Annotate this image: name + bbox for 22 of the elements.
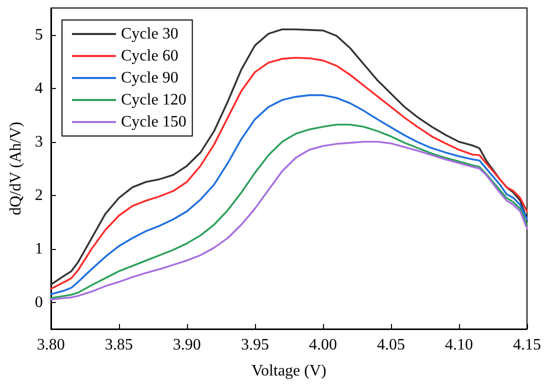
y-tick-label: 2 — [34, 186, 43, 204]
legend-label: Cycle 30 — [121, 26, 178, 42]
legend-label: Cycle 60 — [121, 48, 178, 64]
y-tick-label: 1 — [34, 240, 43, 258]
x-axis-title: Voltage (V) — [252, 362, 326, 380]
line-series — [50, 94, 528, 296]
x-tick-label: 3.80 — [36, 336, 65, 354]
y-tick-label: 0 — [34, 294, 43, 311]
y-tick-label: 3 — [34, 133, 43, 150]
legend-label: Cycle 120 — [121, 92, 186, 108]
y-tick-label: 5 — [34, 26, 43, 44]
y-axis-title: dQ/dV (Ah/V) — [8, 122, 24, 216]
x-tick-label: 3.90 — [172, 336, 201, 354]
x-tick-label: 4.15 — [513, 336, 541, 354]
y-tick-label: 4 — [34, 80, 43, 97]
x-tick-label: 4.05 — [376, 336, 405, 354]
legend-label: Cycle 150 — [121, 114, 186, 130]
x-tick-label: 4.00 — [308, 336, 337, 354]
x-tick-label: 3.85 — [104, 336, 133, 354]
x-tick-label: 3.95 — [240, 336, 269, 354]
legend-label: Cycle 90 — [121, 70, 178, 86]
x-tick-label: 4.10 — [444, 336, 473, 354]
